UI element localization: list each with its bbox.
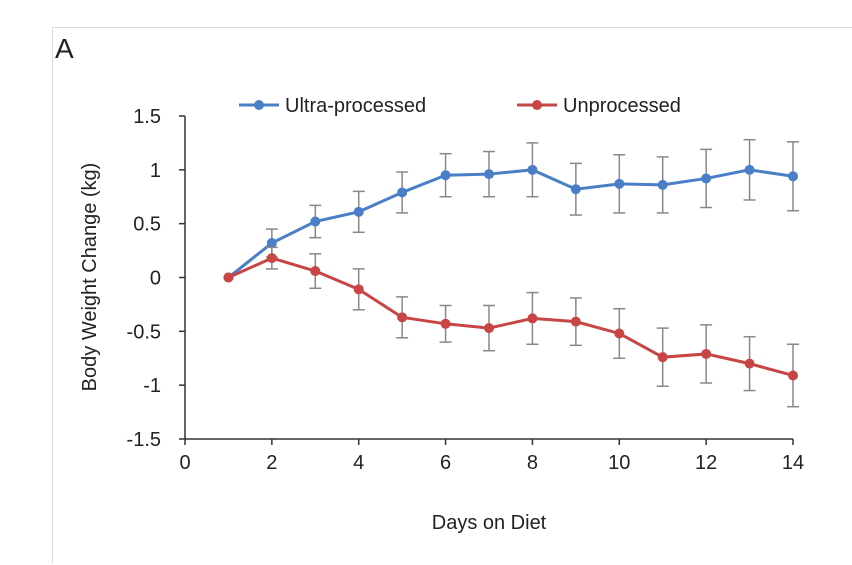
x-tick-label: 10 — [608, 452, 630, 474]
legend: Ultra-processed Unprocessed — [239, 95, 681, 117]
x-tick-label: 14 — [782, 452, 804, 474]
data-point-unprocessed — [570, 316, 581, 327]
data-point-unprocessed — [397, 312, 408, 323]
x-axis-label: Days on Diet — [432, 512, 547, 534]
y-tick-label: -1 — [143, 375, 161, 397]
x-tick-label: 6 — [440, 452, 451, 474]
legend-label-unprocessed: Unprocessed — [563, 95, 681, 117]
data-point-unprocessed — [701, 348, 712, 359]
data-point-unprocessed — [614, 328, 625, 339]
data-point-ultra-processed — [397, 187, 408, 198]
data-point-unprocessed — [310, 266, 321, 277]
y-tick-label: 0 — [150, 268, 161, 290]
data-point-unprocessed — [484, 323, 494, 334]
data-point-ultra-processed — [266, 238, 277, 249]
data-point-unprocessed — [440, 318, 451, 329]
series-layer — [223, 138, 799, 408]
x-ticks: 0 2 4 6 8 10 12 14 — [179, 439, 804, 474]
data-point-unprocessed — [223, 272, 234, 283]
x-tick-label: 2 — [266, 452, 277, 474]
y-ticks: 1.5 1 0.5 0 -0.5 -1 -1.5 — [127, 106, 185, 451]
data-point-unprocessed — [527, 313, 538, 324]
data-point-ultra-processed — [570, 184, 581, 195]
chart-frame: A Ultra-processed Unprocessed Days on Di… — [52, 27, 852, 564]
data-point-unprocessed — [744, 358, 755, 369]
y-tick-label: -1.5 — [127, 429, 161, 451]
panel-label: A — [55, 33, 74, 64]
data-point-ultra-processed — [440, 170, 451, 181]
legend-item-ultra-processed: Ultra-processed — [239, 95, 426, 117]
legend-item-unprocessed: Unprocessed — [517, 95, 681, 117]
legend-label-ultra-processed: Ultra-processed — [285, 95, 426, 117]
x-tick-label: 12 — [695, 452, 717, 474]
y-tick-label: 1 — [150, 160, 161, 182]
data-point-ultra-processed — [484, 169, 494, 180]
data-point-unprocessed — [657, 352, 668, 363]
data-point-ultra-processed — [744, 164, 755, 175]
line-chart: A Ultra-processed Unprocessed Days on Di… — [55, 33, 804, 534]
data-point-ultra-processed — [310, 216, 321, 227]
data-point-ultra-processed — [788, 171, 798, 182]
y-tick-label: 1.5 — [133, 106, 161, 128]
data-point-ultra-processed — [657, 179, 668, 190]
data-point-ultra-processed — [353, 206, 364, 217]
data-point-unprocessed — [788, 370, 798, 381]
data-point-unprocessed — [353, 284, 364, 295]
series-ultra-processed — [223, 138, 799, 283]
x-tick-label: 0 — [179, 452, 190, 474]
data-point-unprocessed — [266, 253, 277, 264]
series-line-unprocessed — [227, 256, 794, 377]
data-point-ultra-processed — [527, 164, 538, 175]
x-tick-label: 4 — [353, 452, 364, 474]
x-tick-label: 8 — [527, 452, 538, 474]
data-point-ultra-processed — [614, 178, 625, 189]
legend-marker-ultra-processed — [254, 100, 264, 110]
legend-marker-unprocessed — [532, 100, 542, 110]
y-tick-label: 0.5 — [133, 214, 161, 236]
series-line-ultra-processed — [227, 168, 794, 279]
data-point-ultra-processed — [701, 173, 712, 184]
series-unprocessed — [223, 246, 799, 408]
y-axis-label: Body Weight Change (kg) — [79, 163, 101, 392]
y-tick-label: -0.5 — [127, 321, 161, 343]
